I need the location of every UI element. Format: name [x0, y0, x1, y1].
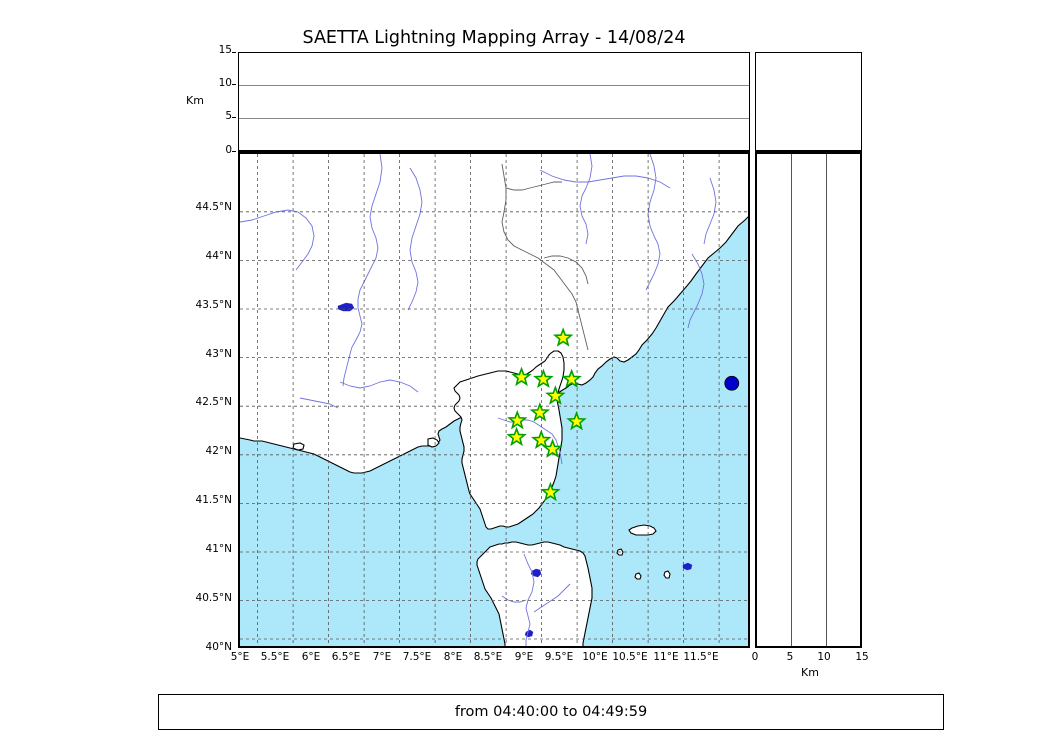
- river-arno: [687, 253, 705, 329]
- map-ytick-43N: 43°N: [205, 348, 232, 360]
- map-xtick-7.5E: 7.5°E: [402, 651, 432, 663]
- map-xtick-6.5E: 6.5°E: [331, 651, 361, 663]
- lake-italy-1: [682, 562, 693, 571]
- station-star-icon[interactable]: [540, 481, 561, 502]
- top-panel-ytick-10: 10: [218, 77, 232, 89]
- top-panel-ytick-5: 5: [225, 110, 232, 122]
- station-star-icon[interactable]: [552, 327, 574, 347]
- river-rhone: [342, 154, 383, 387]
- map-xtick-10E: 10°E: [582, 651, 608, 663]
- station-star-icon[interactable]: [561, 368, 582, 389]
- map-xtick-5.5E: 5.5°E: [260, 651, 290, 663]
- river-durance: [407, 167, 423, 311]
- island-elba: [628, 524, 657, 536]
- river-alps-2: [645, 154, 661, 291]
- right-panel-xtick-10: 10: [817, 651, 831, 663]
- time-range-text: from 04:40:00 to 04:49:59: [454, 704, 648, 720]
- coastline-detail-provence: [427, 437, 440, 448]
- coastline-detail-marseille: [292, 442, 305, 451]
- map-xtick-9.5E: 9.5°E: [544, 651, 574, 663]
- right-panel-gridline-10: [826, 154, 827, 646]
- right-panel-axis-label: Km: [801, 666, 819, 679]
- river-sardinia-1: [523, 553, 535, 646]
- station-markers[interactable]: [506, 327, 587, 502]
- station-star-icon[interactable]: [542, 438, 563, 458]
- map-xtick-8E: 8°E: [443, 651, 463, 663]
- right-panel-gridline-5: [791, 154, 792, 646]
- river-corsica-golo: [497, 417, 563, 465]
- right-panel-xtick-15: 15: [855, 651, 869, 663]
- map-xtick-11E: 11°E: [653, 651, 679, 663]
- top-altitude-longitude-panel[interactable]: [238, 52, 750, 152]
- map-ytick-42N: 42°N: [205, 445, 232, 457]
- map-xtick-9E: 9°E: [514, 651, 534, 663]
- river-sardinia-3: [533, 583, 571, 613]
- map-xtick-6E: 6°E: [301, 651, 321, 663]
- right-altitude-latitude-panel[interactable]: [755, 152, 862, 648]
- corner-panel: [755, 52, 862, 152]
- station-star-icon[interactable]: [533, 368, 554, 389]
- border-france-italy: [501, 163, 589, 351]
- map-ytick-44.5N: 44.5°N: [195, 201, 232, 213]
- time-range-footer: from 04:40:00 to 04:49:59: [158, 694, 944, 730]
- map-longitude-gridlines: [257, 154, 720, 646]
- map-ytick-44N: 44°N: [205, 250, 232, 262]
- station-star-icon[interactable]: [529, 402, 551, 422]
- island-montecristo: [634, 572, 642, 580]
- top-panel-tickmark-5: [232, 117, 236, 118]
- top-panel-tickmark-0: [232, 151, 236, 152]
- page-title: SAETTA Lightning Mapping Array - 14/08/2…: [302, 28, 686, 48]
- map-ytick-40N: 40°N: [205, 641, 232, 653]
- map-xtick-7E: 7°E: [372, 651, 392, 663]
- river-alps-1: [579, 154, 593, 245]
- river-po: [539, 169, 671, 189]
- river-branch-west: [240, 209, 315, 271]
- right-panel-xtick-5: 5: [786, 651, 794, 663]
- map-xtick-10.5E: 10.5°E: [612, 651, 648, 663]
- map-ytick-41.5N: 41.5°N: [195, 494, 232, 506]
- station-star-icon[interactable]: [511, 366, 532, 387]
- map-ytick-41N: 41°N: [205, 543, 232, 555]
- river-italy-1: [703, 177, 717, 245]
- station-star-icon[interactable]: [506, 426, 527, 447]
- map-xtick-11.5E: 11.5°E: [683, 651, 719, 663]
- top-panel-axis-label: Km: [186, 94, 204, 107]
- station-star-icon[interactable]: [545, 385, 566, 405]
- island-giglio: [663, 570, 671, 579]
- top-panel-gridline-10: [239, 85, 749, 86]
- border-region-1: [505, 181, 562, 191]
- top-panel-gridline-5: [239, 118, 749, 119]
- station-star-icon[interactable]: [507, 409, 528, 430]
- map-xtick-5E: 5°E: [230, 651, 250, 663]
- map-ytick-42.5N: 42.5°N: [195, 396, 232, 408]
- top-panel-tickmark-15: [232, 52, 236, 53]
- station-star-icon[interactable]: [531, 429, 552, 450]
- top-panel-ytick-15: 15: [218, 44, 232, 56]
- right-panel-xtick-0: 0: [751, 651, 759, 663]
- map-canvas: [240, 154, 748, 646]
- map-ytick-40.5N: 40.5°N: [195, 592, 232, 604]
- river-tributary-2: [299, 397, 339, 409]
- source-markers[interactable]: [724, 375, 740, 391]
- map-latitude-gridlines: [240, 211, 748, 640]
- station-star-icon[interactable]: [566, 410, 587, 431]
- top-panel-ytick-0: 0: [225, 144, 232, 156]
- river-tributary-1: [339, 379, 419, 393]
- top-panel-tickmark-10: [232, 84, 236, 85]
- lake-sardinia-1: [530, 568, 542, 578]
- main-map-panel[interactable]: [238, 152, 750, 648]
- landmass-corsica: [453, 350, 565, 530]
- map-xtick-8.5E: 8.5°E: [473, 651, 503, 663]
- map-ytick-43.5N: 43.5°N: [195, 299, 232, 311]
- lightning-source-dot[interactable]: [724, 375, 740, 391]
